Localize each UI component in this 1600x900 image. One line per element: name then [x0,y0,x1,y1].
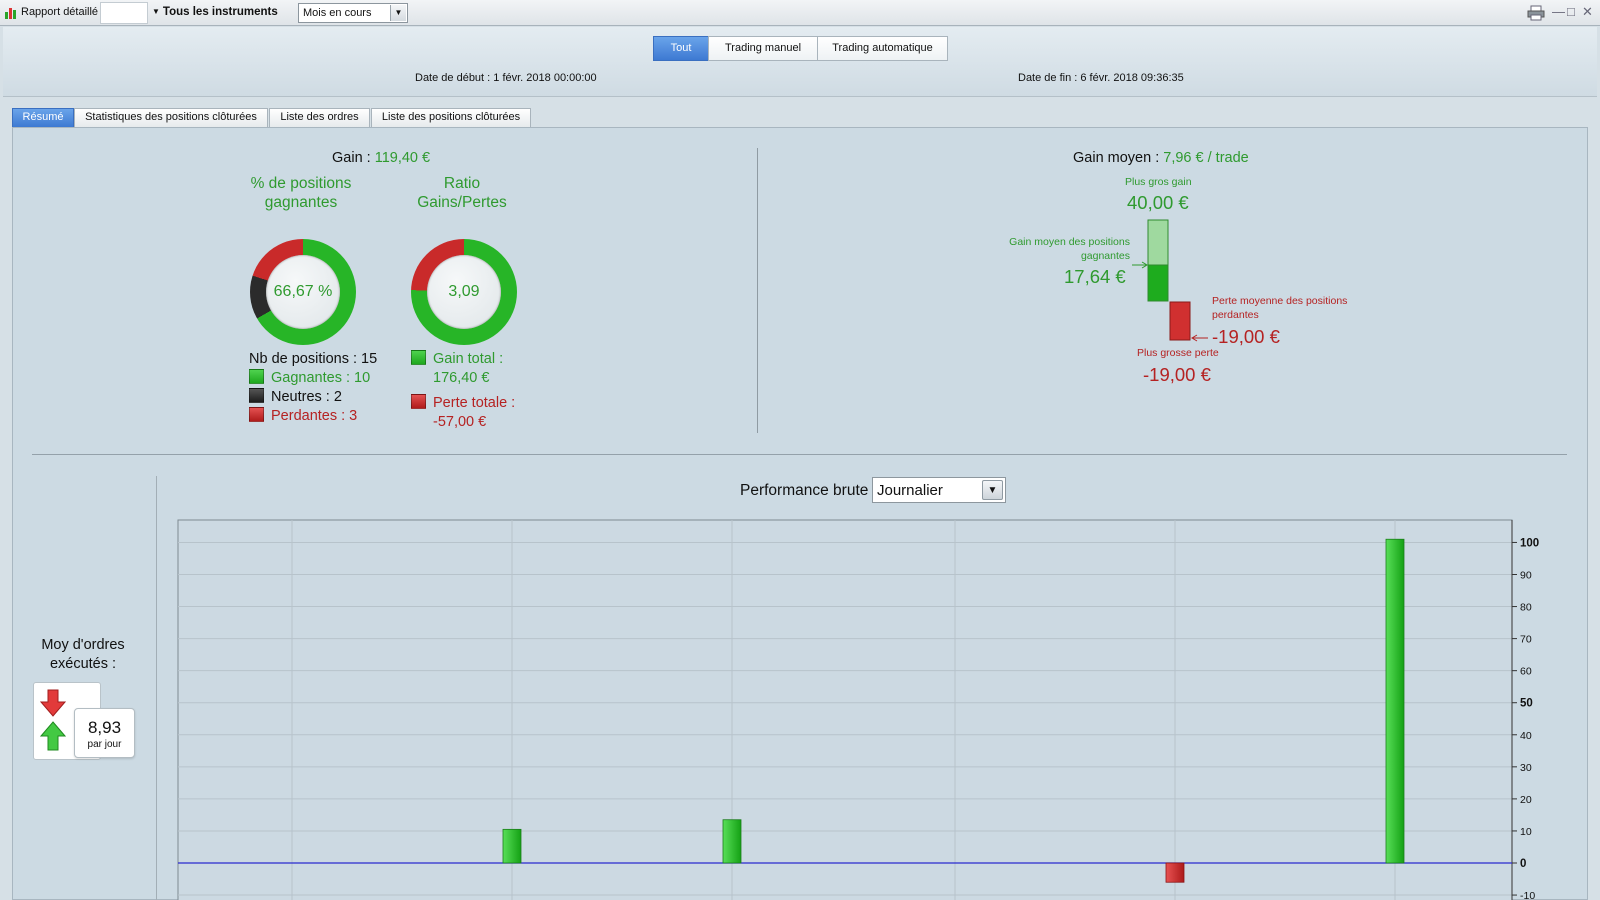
segment-automatic[interactable]: Trading automatique [817,36,948,61]
segment-all[interactable]: Tout [653,36,709,61]
legend-neutral: Neutres : 2 [249,388,377,407]
winning-pct-value: 66,67 % [266,255,340,329]
instrument-input[interactable] [100,2,148,24]
close-icon[interactable]: ✕ [1582,4,1593,19]
chart-tick-label-30: 30 [1520,762,1532,774]
avg-gain-title: Gain moyen : 7,96 € / trade [1073,150,1249,166]
positions-count: Nb de positions : 15 [249,351,378,367]
black-swatch [249,388,264,403]
caret-down-icon: ▼ [152,7,160,16]
avg-win-value: 17,64 € [1064,266,1126,287]
total-gain-value: 176,40 € [433,370,490,386]
chart-tick-label-60: 60 [1520,666,1532,678]
chart-tick-label-70: 70 [1520,634,1532,646]
biggest-loss-value: -19,00 € [1143,364,1211,385]
avg-loss-label: Perte moyenne des positions perdantes [1212,295,1348,321]
tab-orders-list[interactable]: Liste des ordres [269,108,370,127]
segment-manual[interactable]: Trading manuel [708,36,818,61]
performance-period-value: Journalier [877,482,943,499]
orders-title: Moy d'ordres exécutés : [41,637,125,672]
avg-win-label: Gain moyen des positions gagnantes [1009,236,1130,262]
legend-losing: Perdantes : 3 [249,407,377,426]
ratio-title: Ratio Gains/Pertes [417,175,507,211]
winning-pct-title: % de positions gagnantes [250,175,352,211]
orders-value: 8,93 [87,718,122,737]
tab-closed-positions-stats[interactable]: Statistiques des positions clôturées [74,108,268,127]
end-date: Date de fin : 6 févr. 2018 09:36:35 [1018,72,1184,84]
arrows-icon [40,689,66,751]
toolbar: Rapport détaillé ▼ Tous les instruments M… [0,0,1600,26]
chart-bar-4 [1385,538,1405,864]
chevron-down-icon[interactable]: ▼ [982,480,1003,500]
minimize-icon[interactable]: — [1552,4,1565,19]
biggest-loss-label: Plus grosse perte [1137,347,1219,359]
green-swatch [411,350,426,365]
performance-label: Performance brute [740,482,869,499]
chart-tick-label-0: 0 [1520,858,1526,870]
period-select[interactable]: Mois en cours ▼ [298,3,408,23]
column-divider [156,476,157,900]
positions-legend: Nb de positions : 15 Gagnantes : 10 Neut… [249,350,377,426]
gain-title: Gain : 119,40 € [332,150,431,166]
total-loss-value: -57,00 € [433,414,487,430]
instruments-dropdown[interactable]: ▼ Tous les instruments [152,6,278,18]
tab-summary[interactable]: Résumé [12,108,74,127]
winning-pct-donut: 66,67 % [250,239,356,345]
chart-plot-area [177,519,1513,900]
chart-tick-label--10: -10 [1520,890,1535,900]
biggest-gain-value: 40,00 € [1127,192,1189,213]
horizontal-divider [32,454,1567,455]
chart-bar-3 [1165,862,1185,883]
orders-unit: par jour [87,739,122,750]
biggest-gain-label: Plus gros gain [1125,176,1192,188]
chart-bar-0 [502,828,522,864]
chart-tick-label-80: 80 [1520,602,1532,614]
report-title: Rapport détaillé [21,6,99,18]
start-date: Date de début : 1 févr. 2018 00:00:00 [415,72,597,84]
chart-tick-label-40: 40 [1520,730,1532,742]
performance-period-select[interactable]: Journalier ▼ [872,477,1006,503]
total-gain-legend: Gain total : 176,40 € [411,350,503,388]
orders-value-box: 8,93 par jour [74,708,135,758]
green-swatch [249,369,264,384]
printer-icon[interactable] [1527,5,1545,21]
chart-tick-label-50: 50 [1520,698,1533,710]
chart-bar-1 [722,819,742,864]
total-loss-legend: Perte totale : -57,00 € [411,394,515,432]
vertical-divider [757,148,758,433]
chart-tick-label-90: 90 [1520,569,1532,581]
chevron-down-icon[interactable]: ▼ [390,5,406,21]
maximize-icon[interactable]: □ [1567,4,1575,19]
red-swatch [249,407,264,422]
avg-loss-value: -19,00 € [1212,326,1280,347]
chart-tick-label-10: 10 [1520,826,1532,838]
chart-tick-label-100: 100 [1520,537,1539,549]
gain-loss-bars [1132,219,1208,342]
chart-tick-label-20: 20 [1520,794,1532,806]
ratio-value: 3,09 [427,255,501,329]
ratio-donut: 3,09 [411,239,517,345]
performance-chart: -10 0 10 20 30 40 50 60 70 80 90 100 [177,519,1539,900]
red-swatch [411,394,426,409]
period-select-value: Mois en cours [303,7,372,19]
legend-winning: Gagnantes : 10 [249,369,377,388]
tab-closed-positions-list[interactable]: Liste des positions clôturées [371,108,531,127]
report-icon [5,8,16,19]
